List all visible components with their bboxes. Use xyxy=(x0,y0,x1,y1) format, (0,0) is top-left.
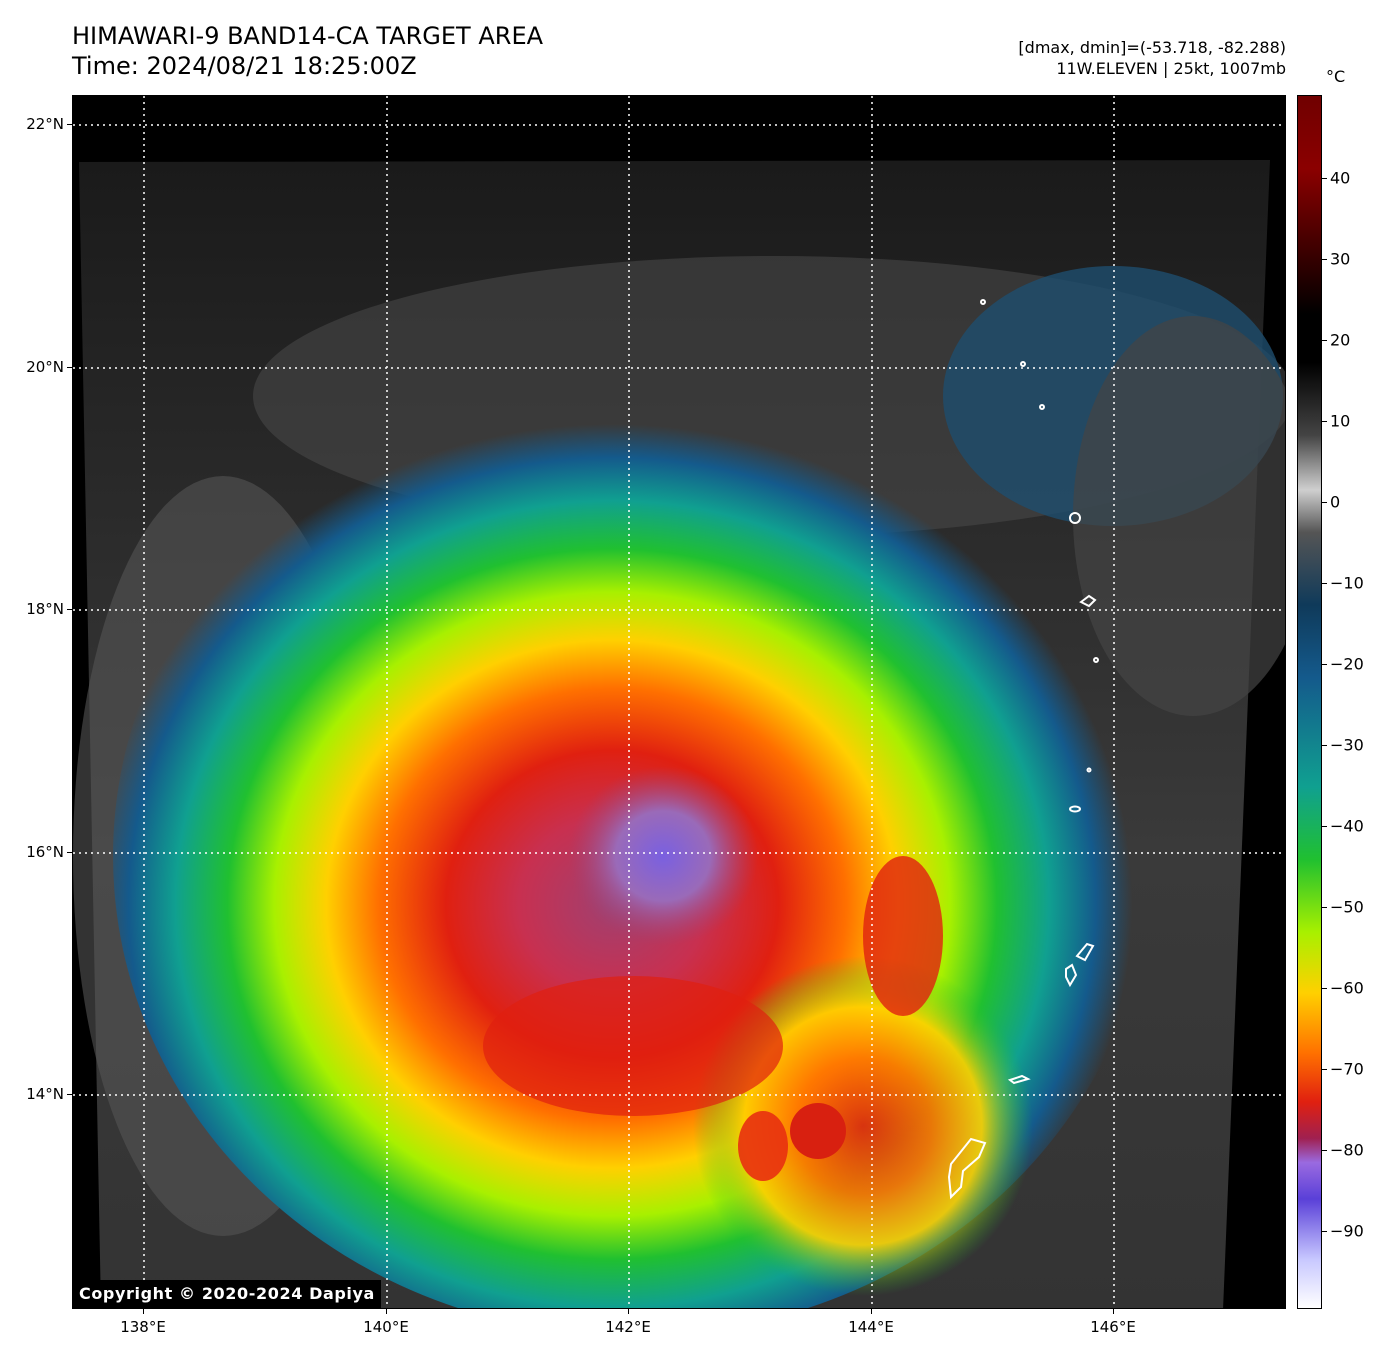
y-tick-mark xyxy=(67,609,72,610)
x-tick-mark xyxy=(143,1309,144,1314)
colorbar-tick-mark xyxy=(1322,826,1327,827)
y-tick-mark xyxy=(67,852,72,853)
y-tick-mark xyxy=(67,124,72,125)
colorbar-unit: °C xyxy=(1326,67,1346,86)
storm-info: 11W.ELEVEN | 25kt, 1007mb xyxy=(1056,59,1286,78)
lon-tick-label: 142°E xyxy=(605,1318,651,1336)
colorbar-tick-mark xyxy=(1322,907,1327,908)
lat-tick-label: 14°N xyxy=(26,1085,64,1103)
temperature-colorbar xyxy=(1297,95,1322,1309)
lat-tick-label: 18°N xyxy=(26,600,64,618)
copyright-label: Copyright © 2020-2024 Dapiya xyxy=(73,1280,381,1308)
lon-tick-label: 146°E xyxy=(1090,1318,1136,1336)
dmax-dmin-readout: [dmax, dmin]=(-53.718, -82.288) xyxy=(1018,38,1286,57)
lat-tick-label: 20°N xyxy=(26,358,64,376)
y-tick-mark xyxy=(67,367,72,368)
colorbar-tick-label: −30 xyxy=(1330,735,1364,755)
colorbar-tick-mark xyxy=(1322,1069,1327,1070)
colorbar-tick-label: −50 xyxy=(1330,897,1364,917)
x-tick-mark xyxy=(386,1309,387,1314)
colorbar-tick-label: 20 xyxy=(1330,330,1351,350)
coastlines xyxy=(947,299,1099,1200)
lon-tick-label: 138°E xyxy=(120,1318,166,1336)
lat-tick-label: 16°N xyxy=(26,843,64,861)
colorbar-tick-label: 0 xyxy=(1330,492,1341,512)
colorbar-tick-label: −10 xyxy=(1330,573,1364,593)
colorbar-tick-label: −60 xyxy=(1330,978,1364,998)
x-tick-mark xyxy=(1113,1309,1114,1314)
colorbar-tick-mark xyxy=(1322,421,1327,422)
colorbar-tick-label: −80 xyxy=(1330,1140,1364,1160)
colorbar-tick-label: −40 xyxy=(1330,816,1364,836)
y-tick-mark xyxy=(67,1094,72,1095)
colorbar-tick-mark xyxy=(1322,745,1327,746)
colorbar-tick-mark xyxy=(1322,259,1327,260)
colorbar-tick-label: 10 xyxy=(1330,411,1351,431)
satellite-map xyxy=(72,95,1286,1309)
colorbar-tick-label: −70 xyxy=(1330,1059,1364,1079)
lon-tick-label: 144°E xyxy=(848,1318,894,1336)
graticule xyxy=(73,96,1285,1308)
x-tick-mark xyxy=(871,1309,872,1314)
colorbar-tick-mark xyxy=(1322,502,1327,503)
lon-tick-label: 140°E xyxy=(363,1318,409,1336)
lat-tick-label: 22°N xyxy=(26,115,64,133)
colorbar-tick-mark xyxy=(1322,340,1327,341)
colorbar-tick-mark xyxy=(1322,583,1327,584)
chart-title-line1: HIMAWARI-9 BAND14-CA TARGET AREA xyxy=(72,22,544,50)
colorbar-tick-label: 30 xyxy=(1330,249,1351,269)
colorbar-tick-label: −90 xyxy=(1330,1221,1364,1241)
colorbar-tick-mark xyxy=(1322,1150,1327,1151)
colorbar-tick-mark xyxy=(1322,664,1327,665)
chart-title-line2: Time: 2024/08/21 18:25:00Z xyxy=(72,52,417,80)
colorbar-tick-mark xyxy=(1322,988,1327,989)
storm-core xyxy=(568,766,758,946)
x-tick-mark xyxy=(628,1309,629,1314)
colorbar-tick-label: −20 xyxy=(1330,654,1364,674)
colorbar-tick-mark xyxy=(1322,1231,1327,1232)
colorbar-tick-mark xyxy=(1322,178,1327,179)
satellite-imagery xyxy=(73,96,1285,1308)
colorbar-tick-label: 40 xyxy=(1330,168,1351,188)
